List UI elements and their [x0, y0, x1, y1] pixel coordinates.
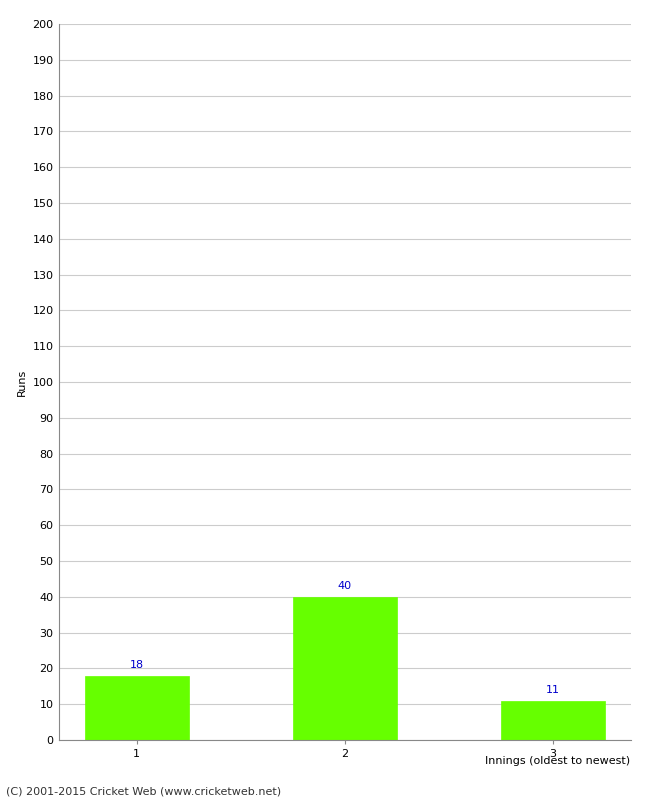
- Bar: [292, 597, 396, 740]
- Text: Innings (oldest to newest): Innings (oldest to newest): [486, 756, 630, 766]
- Bar: [500, 701, 604, 740]
- Y-axis label: Runs: Runs: [17, 368, 27, 396]
- Text: (C) 2001-2015 Cricket Web (www.cricketweb.net): (C) 2001-2015 Cricket Web (www.cricketwe…: [6, 786, 281, 796]
- Text: 18: 18: [129, 660, 144, 670]
- Text: 40: 40: [337, 582, 352, 591]
- Text: 11: 11: [545, 686, 560, 695]
- Bar: [84, 675, 188, 740]
